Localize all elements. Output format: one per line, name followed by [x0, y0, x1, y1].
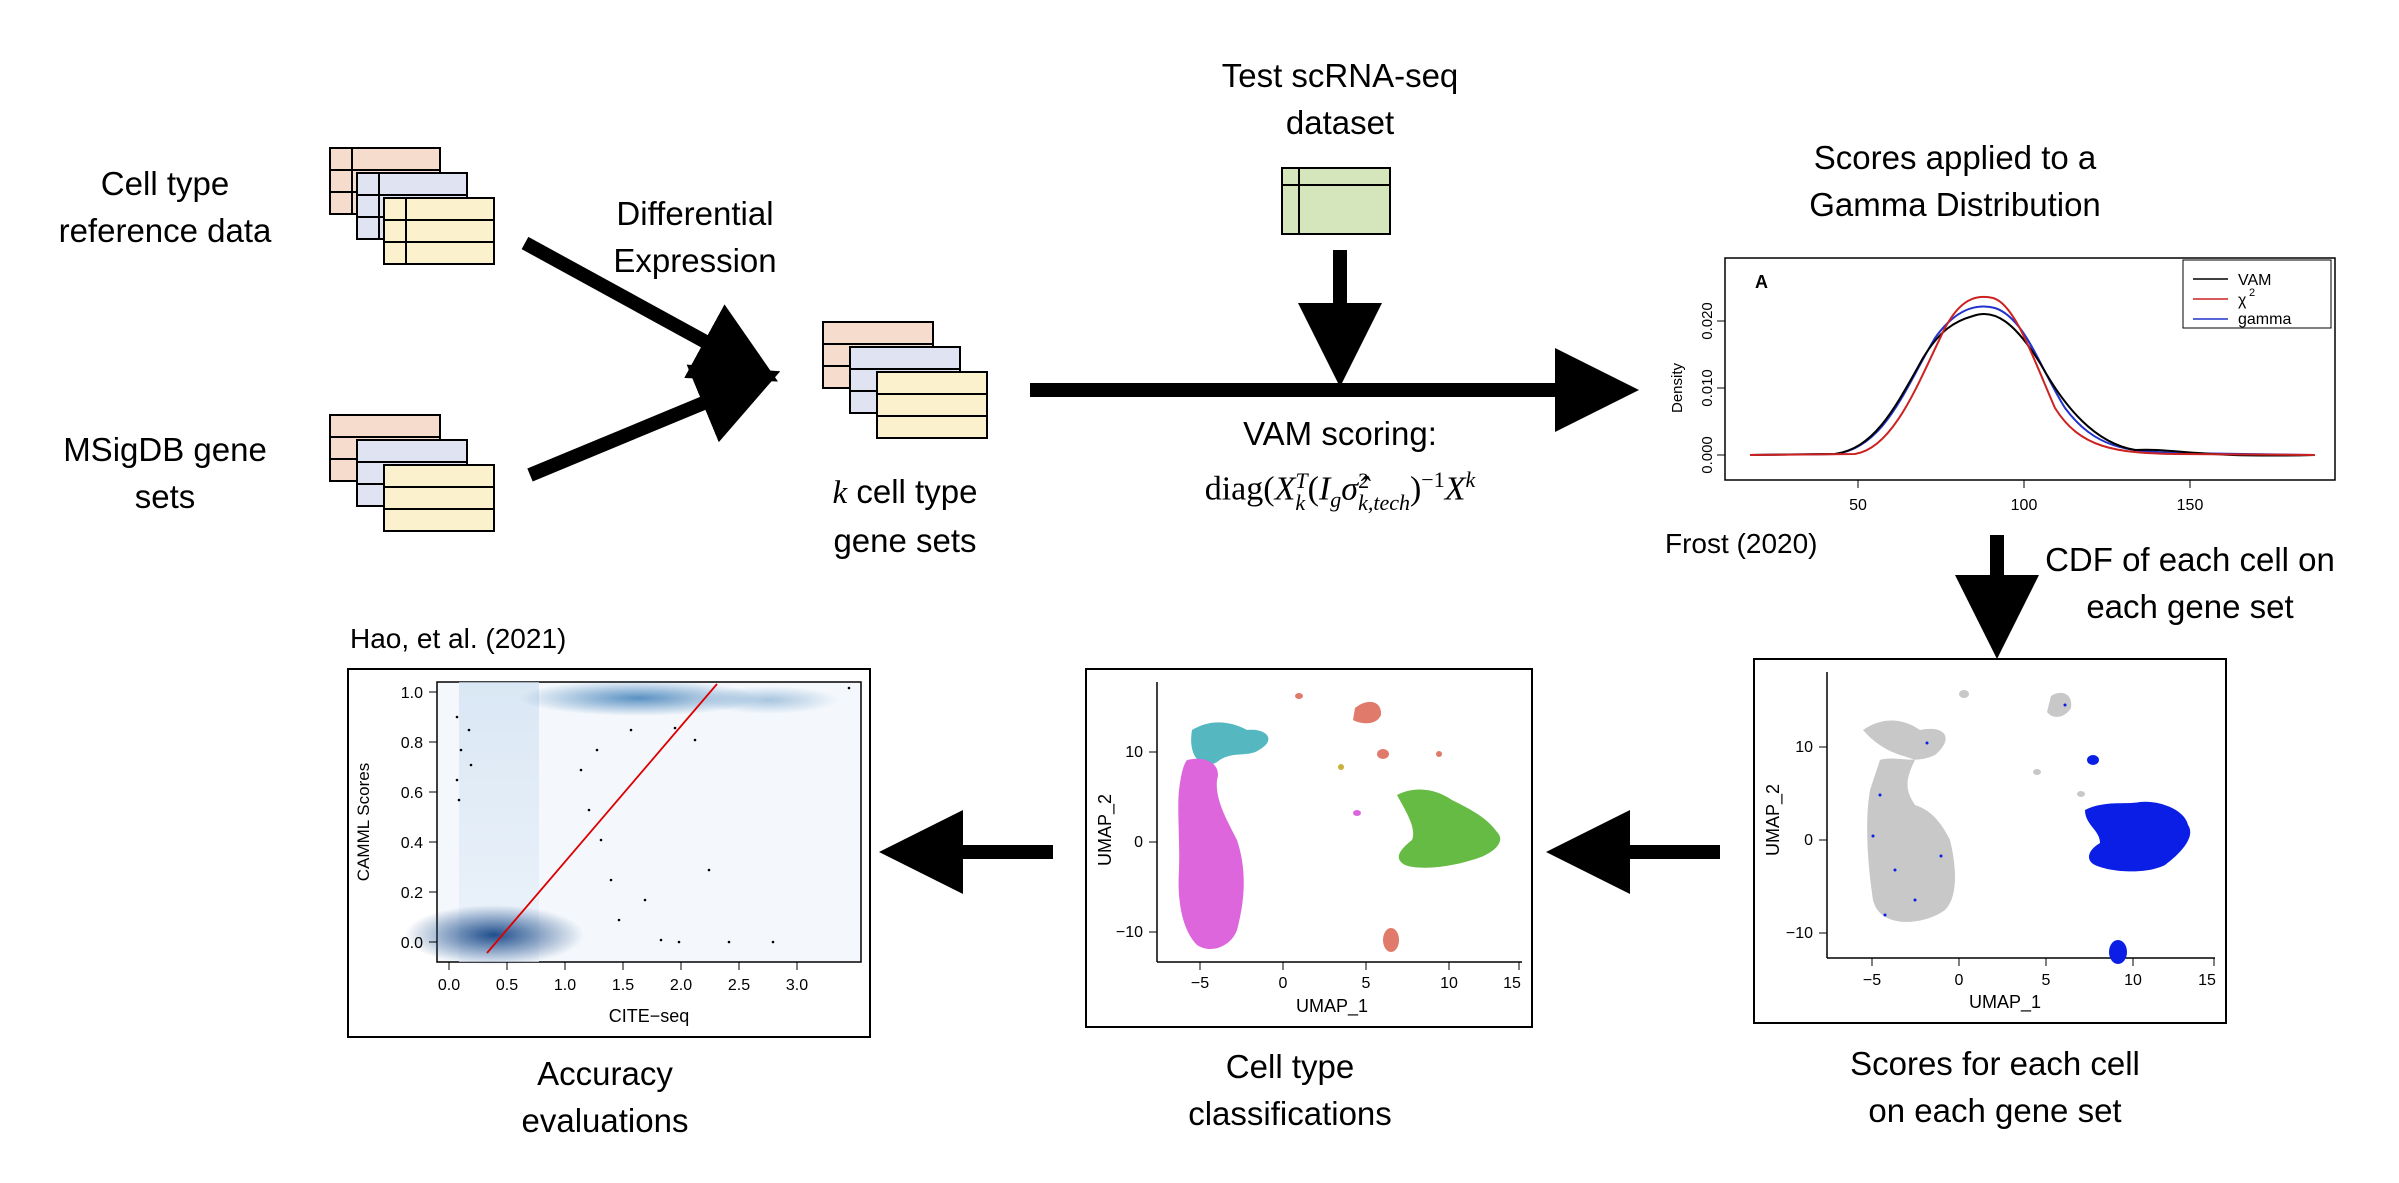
- legend-chi2: χ: [2238, 292, 2247, 309]
- density-ytick: 0.010: [1699, 369, 1716, 407]
- differential-expression-label: Differential Expression: [613, 195, 777, 279]
- accuracy-ytick: 0.2: [401, 885, 423, 902]
- accuracy-ytick: 0.4: [401, 835, 423, 852]
- accuracy-fit-line: [486, 683, 718, 954]
- accuracy-xtick: 1.0: [554, 977, 576, 994]
- accuracy-xlabel: CITE−seq: [609, 1006, 690, 1026]
- umap-scores-xtick: 10: [2124, 972, 2142, 989]
- accuracy-xtick: 1.5: [612, 977, 634, 994]
- test-dataset-label: Test scRNA-seq dataset: [1221, 57, 1459, 141]
- umap-class-xtick: 0: [1279, 975, 1288, 992]
- umap-scores-ytick: 10: [1795, 739, 1813, 756]
- umap-class-xtick: 5: [1362, 975, 1371, 992]
- umap-scores-xtick: 15: [2198, 972, 2216, 989]
- table-stack-icon-msigdb: [329, 414, 495, 532]
- cdf-label: CDF of each cell on each gene set: [2045, 541, 2335, 625]
- density-xtick: 100: [2011, 497, 2038, 514]
- umap-scores-xtick: −5: [1863, 972, 1881, 989]
- accuracy-plot: 0.0 0.5 1.0 1.5 2.0 2.5 3.0 0.0 0.2 0.4 …: [354, 680, 862, 1026]
- density-curve-vam: [1749, 312, 2316, 457]
- accuracy-xtick: 2.0: [670, 977, 692, 994]
- umap-class-ytick: 10: [1125, 744, 1143, 761]
- density-ytick: 0.020: [1699, 302, 1716, 340]
- density-curve-chi2: [1749, 295, 2316, 456]
- umap-class-xtick: 10: [1440, 975, 1458, 992]
- accuracy-xtick: 0.0: [438, 977, 460, 994]
- umap-class-plot: −5 0 5 10 15 10 0 −10 UMAP_1 UMAP_2: [1095, 682, 1522, 1017]
- density-plot: A Density 0.000 0.010 0.020 50 100 150 V…: [1669, 257, 2336, 514]
- umap-class-xlabel: UMAP_1: [1296, 996, 1368, 1017]
- accuracy-ytick: 1.0: [401, 685, 423, 702]
- accuracy-ytick: 0.6: [401, 785, 423, 802]
- density-plot-panel: A Density 0.000 0.010 0.020 50 100 150 V…: [1655, 248, 2345, 518]
- accuracy-label: Accuracy evaluations: [521, 1055, 689, 1139]
- density-xtick: 50: [1849, 497, 1867, 514]
- vam-scoring-label: VAM scoring:: [1243, 415, 1437, 452]
- gene-sets-label: k cell type gene sets: [832, 473, 978, 559]
- density-panel-letter: A: [1755, 272, 1768, 292]
- density-ylabel: Density: [1669, 362, 1686, 413]
- density-ytick: 0.000: [1699, 436, 1716, 474]
- density-xtick: 150: [2177, 497, 2204, 514]
- legend-vam: VAM: [2238, 272, 2271, 289]
- celltype-reference-label: Cell type reference data: [58, 165, 272, 249]
- arrow-msigdb-to-genesets: [527, 364, 781, 482]
- accuracy-ylabel: CAMML Scores: [354, 763, 373, 881]
- accuracy-ytick: 0.8: [401, 735, 423, 752]
- umap-class-panel: −5 0 5 10 15 10 0 −10 UMAP_1 UMAP_2: [1085, 668, 1533, 1028]
- umap-class-ytick: −10: [1116, 924, 1143, 941]
- umap-scores-ytick: −10: [1786, 925, 1813, 942]
- umap-class-xtick: −5: [1191, 975, 1209, 992]
- accuracy-xtick: 3.0: [786, 977, 808, 994]
- table-stack-icon-reference: [329, 147, 495, 265]
- umap-scores-xtick: 5: [2042, 972, 2051, 989]
- density-curve-gamma: [1749, 305, 2316, 456]
- scores-each-cell-label: Scores for each cell on each gene set: [1850, 1045, 2140, 1129]
- accuracy-xtick: 2.5: [728, 977, 750, 994]
- celltype-classification-label: Cell type classifications: [1188, 1048, 1392, 1132]
- legend-chi2-sup: 2: [2249, 287, 2255, 299]
- umap-scores-ytick: 0: [1804, 832, 1813, 849]
- umap-scores-xlabel: UMAP_1: [1969, 992, 2041, 1013]
- umap-scores-panel: −5 0 5 10 15 10 0 −10 UMAP_1 UMAP_2: [1753, 658, 2227, 1024]
- accuracy-panel: 0.0 0.5 1.0 1.5 2.0 2.5 3.0 0.0 0.2 0.4 …: [347, 668, 871, 1038]
- msigdb-label: MSigDB gene sets: [63, 431, 267, 515]
- umap-class-ylabel: UMAP_2: [1095, 794, 1116, 866]
- umap-class-xtick: 15: [1503, 975, 1521, 992]
- legend-gamma: gamma: [2238, 311, 2291, 328]
- accuracy-xtick: 0.5: [496, 977, 518, 994]
- dataset-table-icon: [1281, 167, 1391, 235]
- umap-class-ytick: 0: [1134, 834, 1143, 851]
- umap-scores-plot: −5 0 5 10 15 10 0 −10 UMAP_1 UMAP_2: [1763, 672, 2216, 1013]
- umap-scores-ylabel: UMAP_2: [1763, 784, 1784, 856]
- umap-scores-xtick: 0: [1955, 972, 1964, 989]
- arrow-ref-to-genesets: [521, 236, 778, 382]
- frost-citation: Frost (2020): [1665, 528, 1818, 559]
- hao-citation: Hao, et al. (2021): [350, 623, 567, 654]
- table-stack-icon-genesets: [822, 321, 988, 439]
- accuracy-ytick: 0.0: [401, 935, 423, 952]
- gamma-title-label: Scores applied to a Gamma Distribution: [1809, 139, 2101, 223]
